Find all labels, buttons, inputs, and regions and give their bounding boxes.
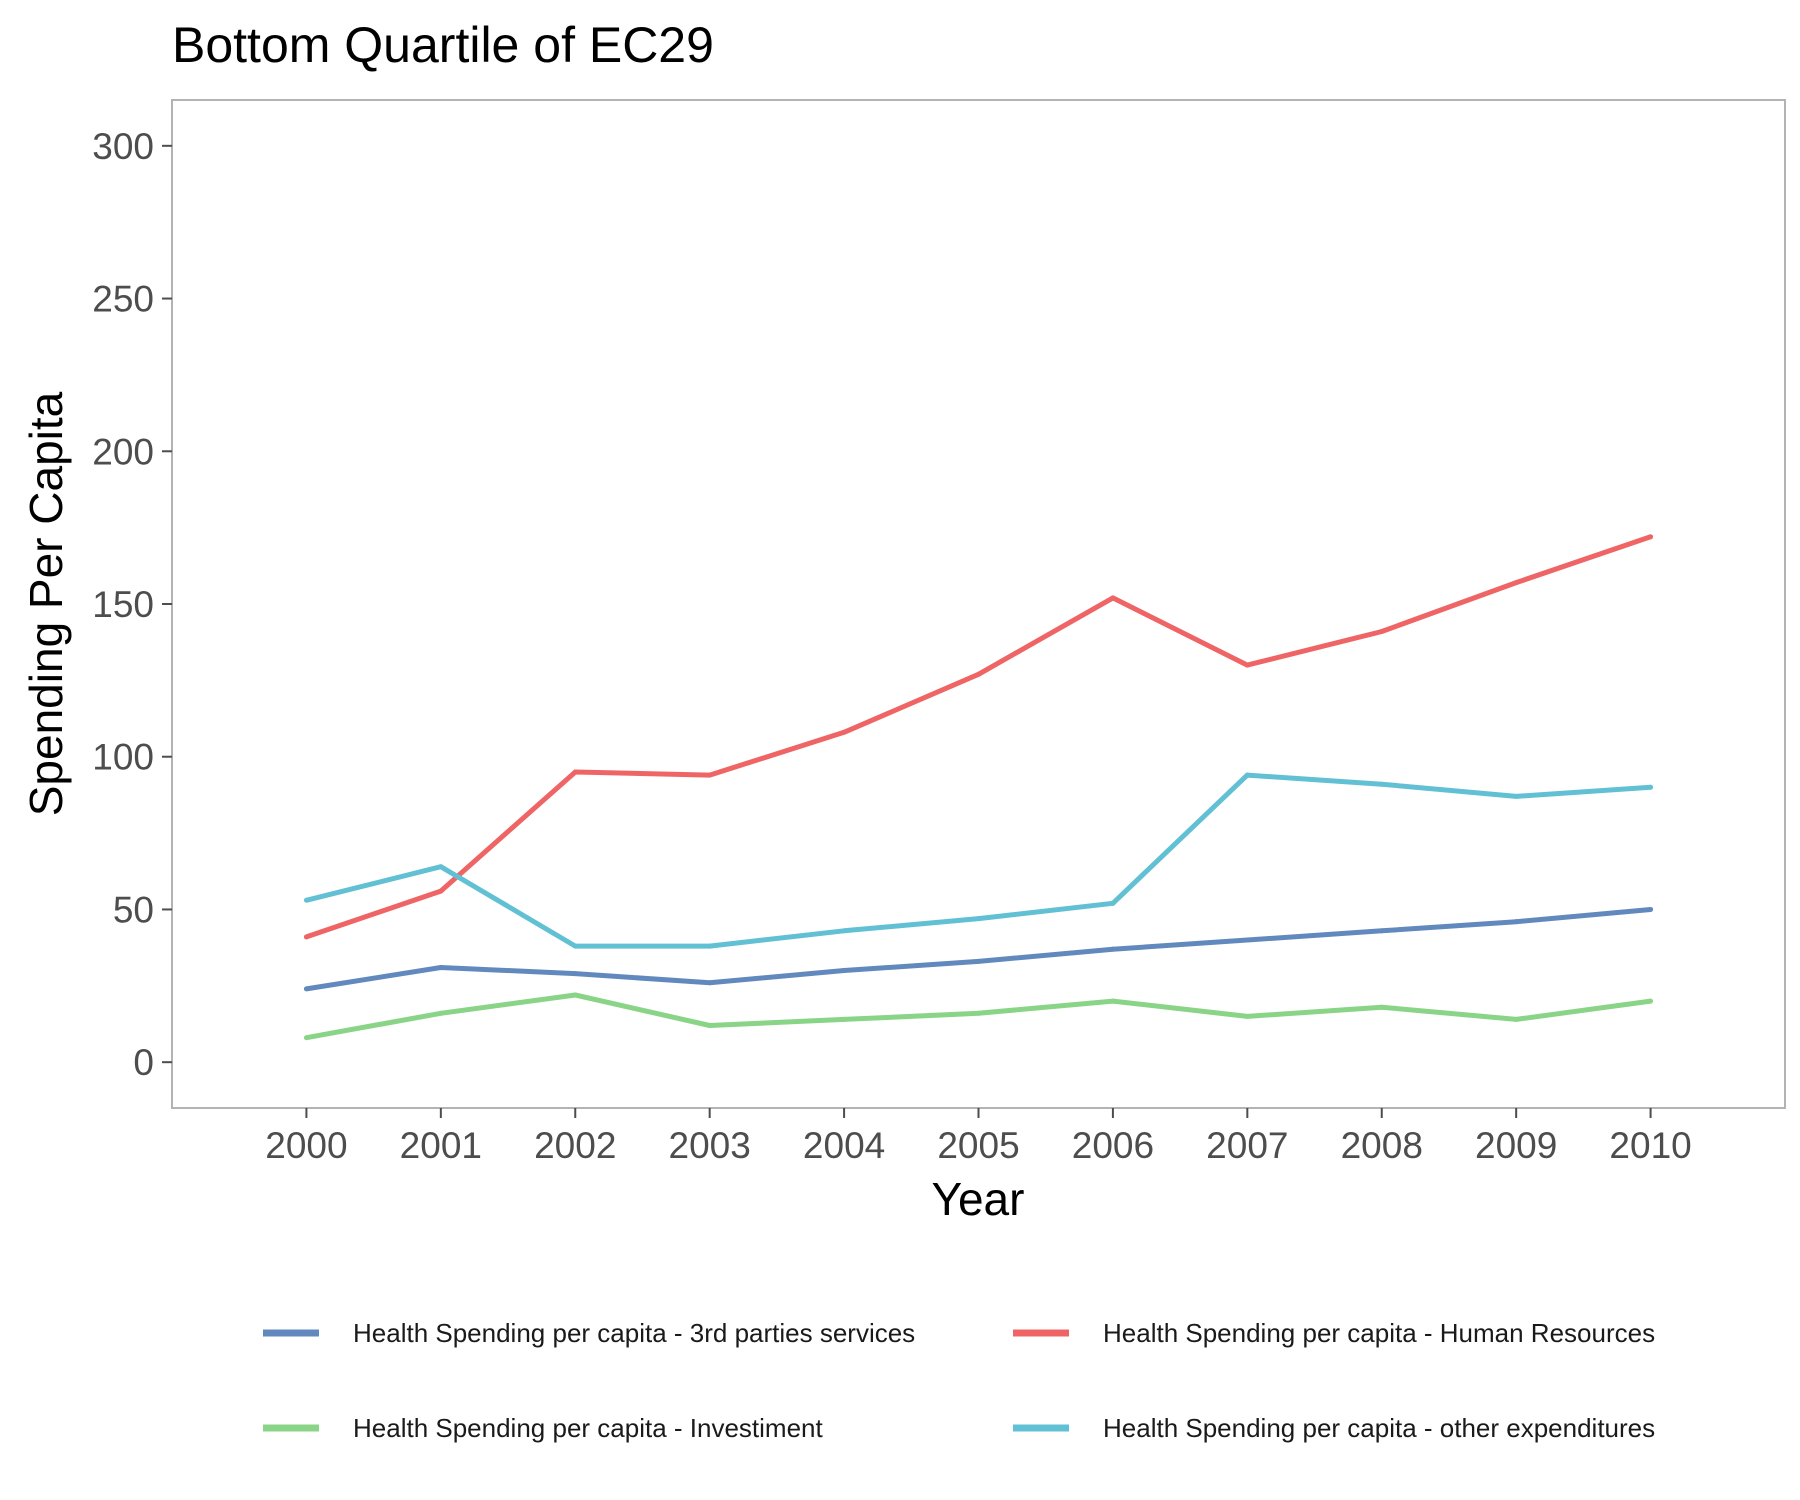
series-line-2 (305, 992, 1651, 1041)
data-point (1513, 793, 1519, 799)
x-tick-label: 2002 (534, 1125, 616, 1166)
x-tick-label: 2004 (803, 1125, 885, 1166)
data-point (841, 968, 847, 974)
series-line-0 (306, 907, 1651, 992)
data-point (1513, 1016, 1519, 1022)
data-point (1110, 900, 1116, 906)
x-tick-label: 2000 (265, 1125, 347, 1166)
data-point (707, 1023, 713, 1029)
data-point (1244, 772, 1250, 778)
x-tick-label: 2005 (937, 1125, 1019, 1166)
data-point (976, 958, 981, 964)
x-tick-label: 2010 (1609, 1125, 1691, 1166)
data-point (707, 980, 713, 986)
data-point (841, 928, 847, 934)
data-point (976, 916, 981, 922)
data-point (572, 943, 578, 949)
y-tick-label: 50 (113, 889, 154, 930)
data-point (1110, 946, 1116, 952)
x-axis-title: Year (932, 1173, 1025, 1225)
series-lines (303, 534, 1654, 1041)
x-tick-label: 2003 (669, 1125, 751, 1166)
data-point (303, 897, 309, 903)
data-point (1379, 1004, 1385, 1010)
x-tick-label: 2009 (1475, 1125, 1557, 1166)
data-point (572, 992, 578, 998)
data-point (1244, 1013, 1250, 1019)
x-tick-label: 2008 (1341, 1125, 1423, 1166)
data-point (303, 934, 309, 940)
data-point (1110, 998, 1116, 1004)
data-point (976, 671, 981, 677)
y-axis: 0 50 100 150 200 250 300 (92, 126, 172, 1083)
data-point (303, 986, 309, 992)
data-point (1648, 784, 1654, 790)
data-point (572, 971, 578, 977)
data-point (1513, 580, 1519, 586)
legend-label: Health Spending per capita - Investiment (353, 1413, 823, 1443)
legend-label: Health Spending per capita - 3rd parties… (353, 1318, 915, 1348)
data-point (572, 769, 578, 775)
legend: Health Spending per capita - 3rd parties… (263, 1318, 1655, 1443)
data-point (438, 888, 444, 894)
data-point (841, 729, 847, 735)
data-point (1379, 928, 1385, 934)
x-tick-label: 2006 (1072, 1125, 1154, 1166)
data-point (1110, 595, 1116, 601)
data-point (707, 772, 713, 778)
data-point (1379, 628, 1385, 634)
x-tick-label: 2007 (1206, 1125, 1288, 1166)
legend-label: Health Spending per capita - other expen… (1103, 1413, 1655, 1443)
y-tick-label: 200 (92, 431, 154, 472)
data-point (1244, 937, 1250, 943)
plot-frame (171, 99, 1786, 1109)
x-axis: 2000 2001 2002 2003 2004 2005 2006 2007 2008 2009… (265, 1108, 1692, 1166)
legend-label: Health Spending per capita - Human Resou… (1103, 1318, 1655, 1348)
y-tick-label: 150 (92, 584, 154, 625)
data-point (1648, 998, 1654, 1004)
x-tick-label: 2001 (400, 1125, 482, 1166)
data-point (1379, 781, 1385, 787)
data-point (976, 1010, 981, 1016)
y-axis-title: Spending Per Capita (20, 391, 72, 816)
data-point (438, 1010, 444, 1016)
data-point (303, 1035, 309, 1041)
data-point (438, 964, 444, 970)
data-point (1648, 534, 1654, 540)
data-point (1648, 906, 1654, 912)
plot-area (171, 99, 1786, 1109)
data-point (707, 943, 713, 949)
y-tick-label: 250 (92, 279, 154, 320)
y-tick-label: 0 (133, 1042, 154, 1083)
series-line-1 (305, 534, 1652, 940)
data-point (438, 864, 444, 870)
data-point (1244, 662, 1250, 668)
y-tick-label: 300 (92, 126, 154, 167)
y-tick-label: 100 (92, 737, 154, 778)
chart-title: Bottom Quartile of EC29 (172, 17, 714, 73)
data-point (1513, 919, 1519, 925)
data-point (841, 1016, 847, 1022)
